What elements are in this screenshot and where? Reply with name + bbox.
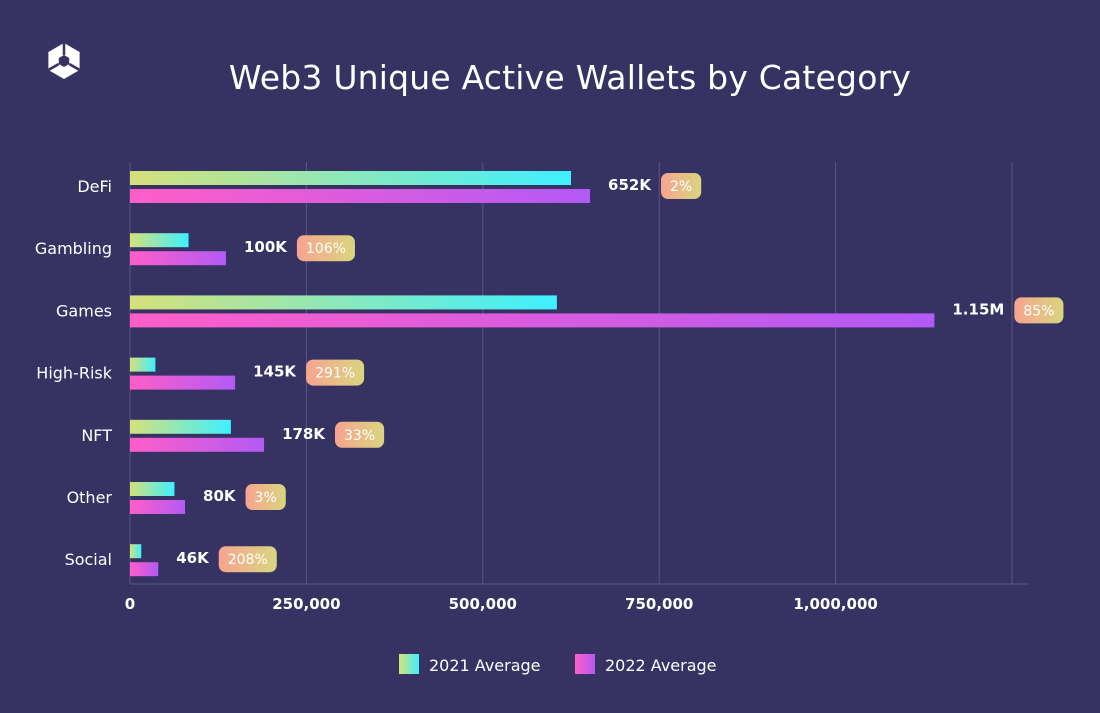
change-badge <box>1014 297 1064 324</box>
legend: 2021 Average 2022 Average <box>399 654 717 675</box>
change-label: 85% <box>1023 303 1054 319</box>
category-label: Other <box>67 488 113 507</box>
change-badge <box>335 421 385 448</box>
category-label: Games <box>56 301 112 320</box>
bar-2021-nft <box>130 419 231 434</box>
category-label: Social <box>65 550 112 569</box>
change-label: 2% <box>670 179 692 195</box>
bar-2021-games <box>130 295 557 310</box>
labels: 0 250,000 500,000 750,000 1,000,000 DeFi 652K 2… <box>35 173 1064 613</box>
value-label: 80K <box>203 487 237 505</box>
chart-title: Web3 Unique Active Wallets by Category <box>228 58 912 97</box>
x-tick-label: 500,000 <box>449 595 517 613</box>
bar-2022-defi <box>130 189 591 203</box>
bar-2021-high-risk <box>130 357 156 372</box>
value-label: 46K <box>176 549 210 567</box>
bar-2022-gambling <box>130 251 226 266</box>
bar-2022-high-risk <box>130 375 236 390</box>
change-label: 208% <box>228 552 268 568</box>
change-badge <box>660 173 702 199</box>
change-badge <box>218 546 277 573</box>
category-label: Gambling <box>35 239 112 258</box>
value-label: 178K <box>282 425 326 443</box>
value-label: 652K <box>608 176 652 194</box>
logo-icon <box>47 43 81 79</box>
change-badge <box>245 484 286 510</box>
legend-label-2021: 2021 Average <box>429 656 541 675</box>
x-tick-label: 0 <box>125 595 135 613</box>
x-tick-label: 250,000 <box>272 595 340 613</box>
bar-2021-other <box>130 482 175 496</box>
change-label: 106% <box>306 241 346 257</box>
legend-swatch-2022 <box>575 654 595 674</box>
bar-2021-gambling <box>130 233 189 248</box>
bar-2021-defi <box>130 171 571 185</box>
change-badge <box>306 359 365 386</box>
legend-swatch-2021 <box>399 654 419 674</box>
x-tick-label: 750,000 <box>625 595 693 613</box>
change-label: 33% <box>344 428 375 444</box>
x-tick-label: 1,000,000 <box>793 595 877 613</box>
category-label: NFT <box>81 426 112 445</box>
bar-2022-other <box>130 500 186 514</box>
change-label: 291% <box>315 366 355 382</box>
value-label: 1.15M <box>952 300 1004 318</box>
bar-2021-social <box>130 544 142 559</box>
bar-2022-social <box>130 562 159 577</box>
change-label: 3% <box>255 490 277 506</box>
category-label: High-Risk <box>36 364 112 383</box>
category-label: DeFi <box>77 177 112 196</box>
legend-label-2022: 2022 Average <box>605 656 717 675</box>
value-label: 145K <box>253 363 297 381</box>
value-label: 100K <box>244 238 288 256</box>
change-badge <box>296 235 355 262</box>
bar-2022-games <box>130 313 935 328</box>
bar-2022-nft <box>130 437 265 452</box>
bars <box>130 171 935 577</box>
